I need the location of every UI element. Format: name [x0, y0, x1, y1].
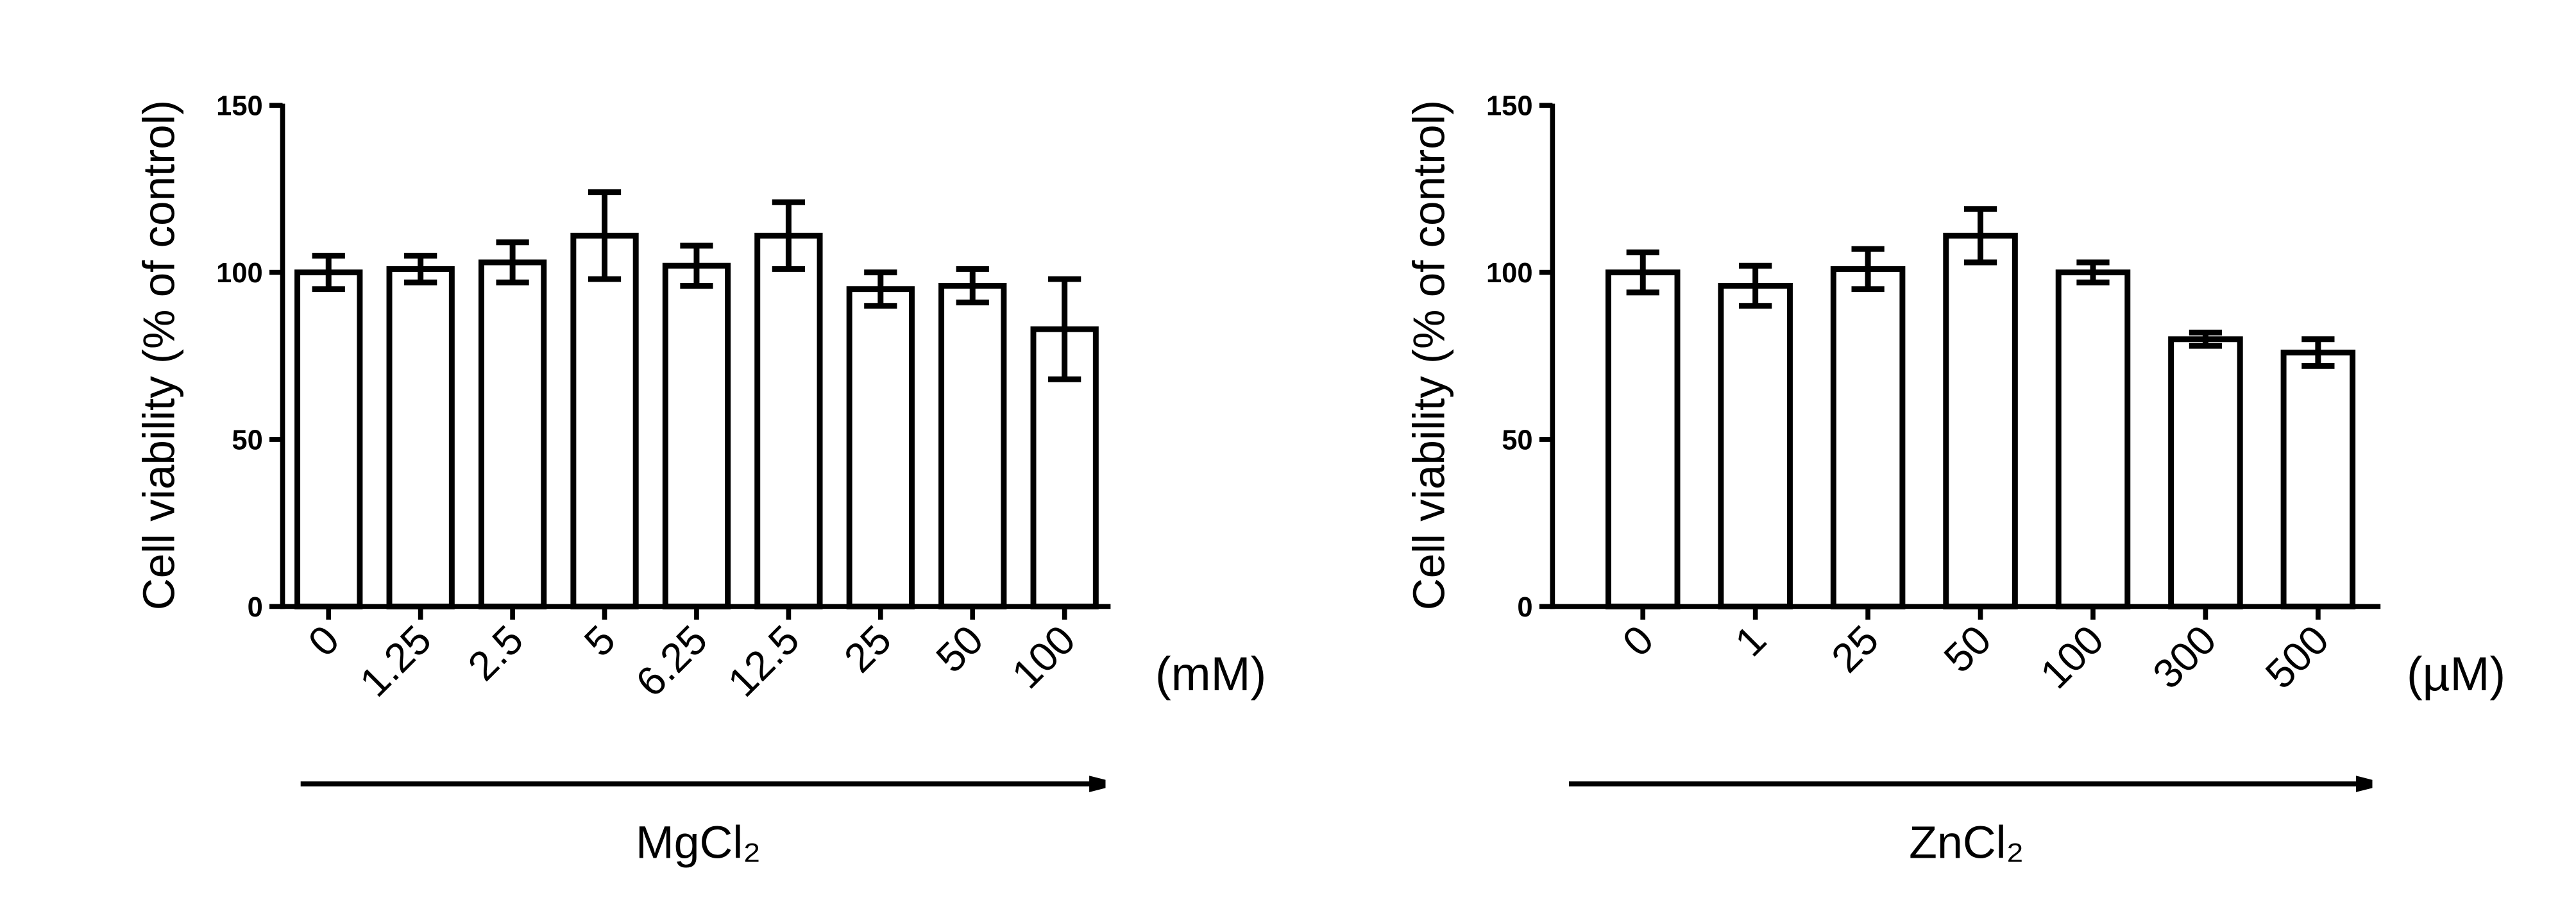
bar: [386, 266, 455, 609]
y-tick-label: 50: [1502, 425, 1532, 455]
bar: [1605, 269, 1681, 609]
error-bar: [496, 239, 529, 285]
bar: [662, 262, 731, 609]
x-tick-label: 25: [1822, 616, 1887, 681]
error-bar: [312, 253, 345, 293]
bar: [2280, 350, 2356, 609]
x-tick-label: 6.25: [627, 616, 716, 706]
x-tick-label: 1.25: [351, 616, 440, 706]
y-tick-label: 0: [1517, 592, 1532, 623]
error-bar: [404, 253, 437, 285]
x-tick-label: 100: [1003, 616, 1084, 697]
y-axis-label: Cell viability (% of control): [133, 100, 183, 610]
x-tick-label: 0: [300, 616, 348, 665]
unit-label: (mM): [1155, 647, 1266, 701]
x-axis-label: MgCl₂: [636, 817, 761, 868]
error-bar: [1048, 276, 1081, 382]
error-bar: [680, 242, 713, 289]
error-bar: [864, 269, 897, 309]
bar: [1943, 232, 2018, 609]
error-bar: [1626, 249, 1659, 296]
x-tick-label: 25: [835, 616, 900, 681]
x-axis-label: ZnCl₂: [1909, 817, 2024, 868]
x-tick-label: 50: [1935, 616, 2000, 681]
bar: [294, 269, 363, 609]
unit-label: (µM): [2407, 647, 2505, 701]
error-bar: [1851, 246, 1885, 293]
x-tick-label: 500: [2257, 616, 2337, 697]
x-tick-label: 2.5: [459, 616, 532, 690]
bar: [2168, 336, 2243, 609]
bar: [2055, 269, 2131, 609]
y-tick-label: 100: [1486, 258, 1533, 289]
y-tick-label: 50: [232, 425, 262, 455]
bar: [478, 259, 547, 609]
error-bar: [2301, 336, 2335, 369]
error-bar: [1739, 262, 1772, 309]
x-tick-label: 12.5: [719, 616, 808, 706]
error-bar: [588, 189, 622, 282]
x-tick-label: 50: [927, 616, 992, 681]
bar: [754, 232, 823, 609]
error-bar: [1963, 206, 1997, 266]
y-tick-label: 100: [216, 258, 263, 289]
bar: [570, 232, 639, 609]
error-bar: [956, 266, 989, 305]
x-tick-label: 1: [1726, 616, 1775, 665]
y-axis-label: Cell viability (% of control): [1403, 100, 1453, 610]
bar: [938, 282, 1007, 609]
bar: [1830, 266, 1906, 609]
x-tick-label: 100: [2031, 616, 2112, 697]
bar: [1718, 282, 1793, 609]
y-tick-label: 150: [216, 91, 263, 122]
error-bar: [2189, 329, 2223, 349]
y-tick-label: 150: [1486, 91, 1533, 122]
x-tick-label: 5: [575, 616, 624, 665]
y-tick-label: 0: [248, 592, 263, 623]
error-bar: [2076, 259, 2110, 285]
x-tick-label: 0: [1614, 616, 1663, 665]
x-tick-label: 300: [2144, 616, 2224, 697]
bar: [846, 286, 915, 609]
error-bar: [772, 199, 805, 272]
